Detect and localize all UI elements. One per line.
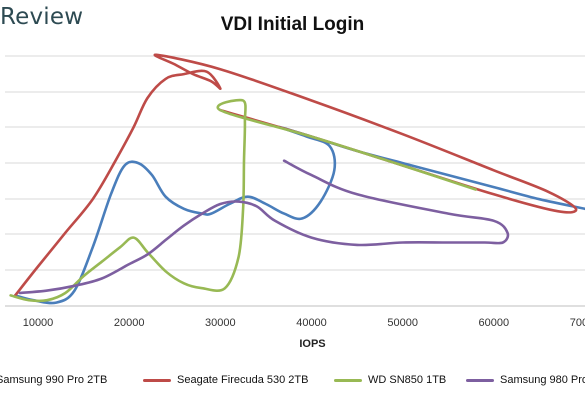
x-tick-labels: 10000 20000 30000 40000 50000 60000 70000 [23,317,585,329]
x-tick-label: 70000 [570,317,585,329]
legend-label-samsung-980: Samsung 980 Pro 2TB [500,374,585,386]
series-samsung-980-pro [18,159,510,295]
x-tick-label: 40000 [296,317,327,329]
gridlines [5,55,585,307]
x-tick-label: 60000 [479,317,510,329]
legend-label-wd: WD SN850 1TB [368,374,447,386]
x-tick-label: 30000 [205,317,236,329]
legend-item-seagate: Seagate Firecuda 530 2TB [143,371,308,389]
series-wd-sn850 [9,98,477,303]
x-tick-label: 20000 [114,317,145,329]
review-logo: Review [0,4,84,30]
x-tick-label: 10000 [23,317,54,329]
legend-label-seagate: Seagate Firecuda 530 2TB [177,374,309,386]
chart-title: VDI Initial Login [220,14,365,35]
x-tick-label: 50000 [387,317,418,329]
series-lines [9,53,585,305]
legend-item-samsung-980: Samsung 980 Pro 2TB [466,371,585,389]
legend-label-samsung-990: Samsung 990 Pro 2TB [0,374,108,386]
legend-swatch-seagate [143,378,171,382]
legend-swatch-samsung-980 [466,378,494,382]
series-samsung-990-pro [13,125,585,305]
legend-swatch-wd [334,378,362,382]
legend-item-samsung-990: Samsung 990 Pro 2TB [0,371,107,389]
series-seagate-firecuda-530 [13,53,578,297]
legend: Samsung 990 Pro 2TB Seagate Firecuda 530… [0,371,585,391]
x-axis-label: IOPS [299,338,326,350]
legend-item-wd: WD SN850 1TB [334,371,446,389]
